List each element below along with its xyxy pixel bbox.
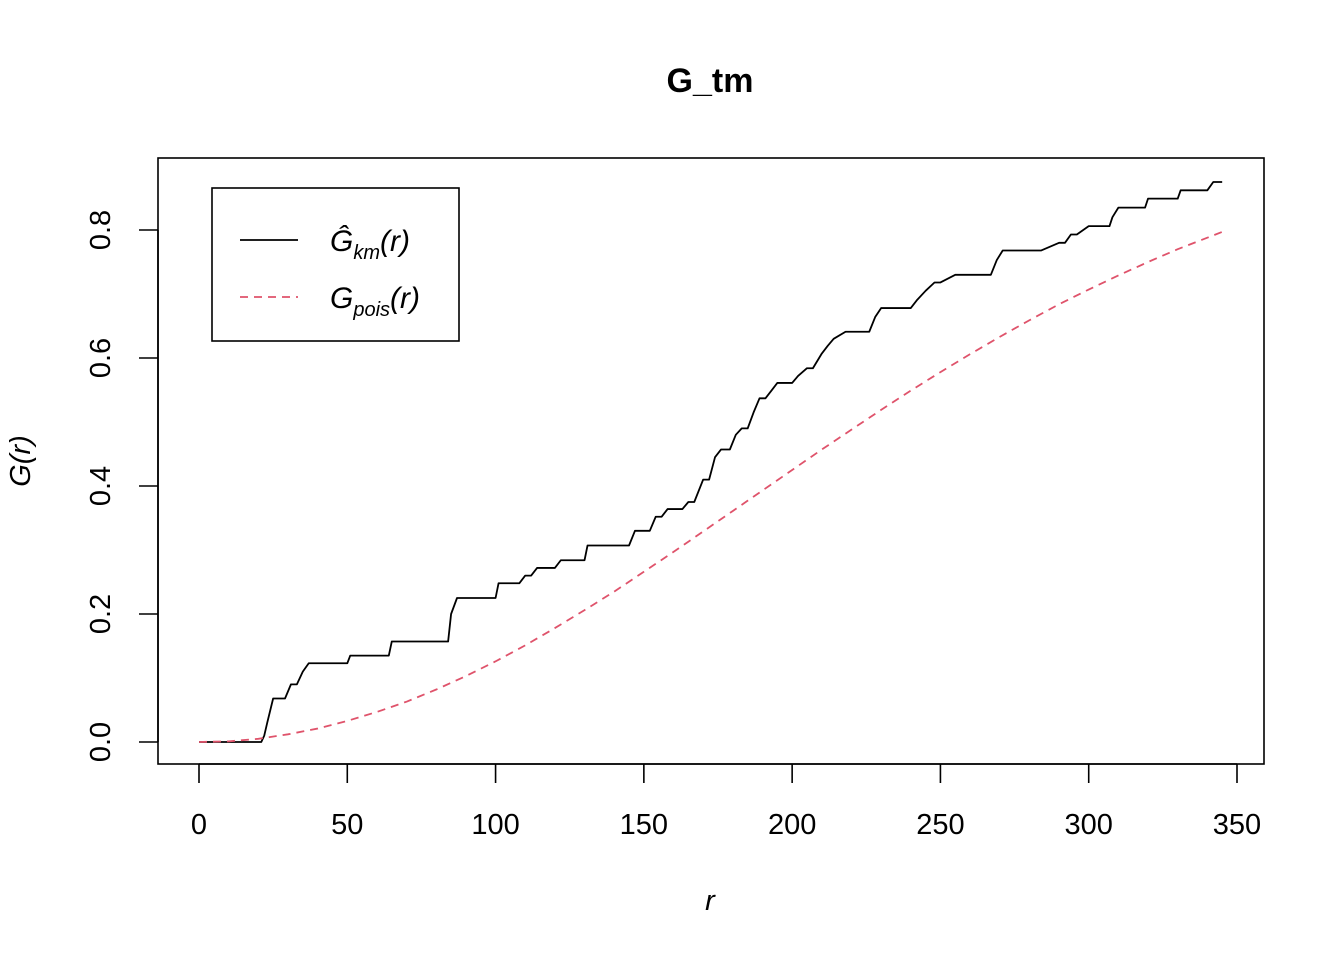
x-tick-label: 0 — [191, 809, 207, 841]
x-tick-label: 100 — [471, 809, 519, 841]
y-tick-label: 0.6 — [85, 338, 117, 378]
y-tick-label: 0.2 — [85, 594, 117, 634]
legend-label-pois-main: G — [330, 282, 353, 315]
x-axis: 0 50 100 150 200 250 300 350 — [191, 763, 1261, 841]
legend-label-pois: Gpois(r) — [330, 282, 420, 321]
legend: Ĝkm(r) Gpois(r) — [211, 187, 460, 342]
series-line-pois — [198, 231, 1223, 743]
legend-label-km: Ĝkm(r) — [330, 224, 410, 264]
x-axis-label: r — [705, 885, 716, 917]
legend-box — [211, 187, 460, 342]
y-tick-label: 0.0 — [85, 722, 117, 762]
x-tick-label: 350 — [1213, 809, 1261, 841]
series-layer — [198, 181, 1223, 743]
series-line-km — [199, 181, 1223, 743]
y-axis-label: G(r) — [5, 435, 37, 487]
chart-title: G_tm — [667, 62, 754, 100]
x-tick-label: 50 — [331, 809, 363, 841]
x-tick-label: 150 — [620, 809, 668, 841]
y-tick-label: 0.8 — [85, 210, 117, 250]
y-tick-label: 0.4 — [85, 466, 117, 506]
x-tick-label: 200 — [768, 809, 816, 841]
x-tick-label: 250 — [916, 809, 964, 841]
legend-label-km-tail: (r) — [380, 225, 410, 258]
y-axis: 0.0 0.2 0.4 0.6 0.8 — [85, 210, 159, 762]
legend-label-km-sub: km — [353, 242, 380, 264]
legend-label-pois-tail: (r) — [390, 282, 420, 315]
legend-label-km-main: Ĝ — [330, 224, 353, 258]
legend-label-pois-sub: pois — [352, 299, 390, 321]
x-tick-label: 300 — [1065, 809, 1113, 841]
